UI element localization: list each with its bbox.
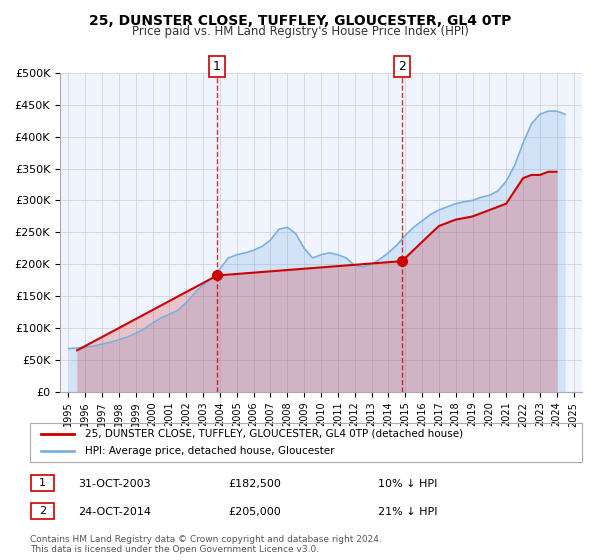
Text: 2: 2: [39, 506, 46, 516]
Text: Price paid vs. HM Land Registry's House Price Index (HPI): Price paid vs. HM Land Registry's House …: [131, 25, 469, 38]
Text: £205,000: £205,000: [228, 507, 281, 517]
Text: £182,500: £182,500: [228, 479, 281, 489]
Text: Contains HM Land Registry data © Crown copyright and database right 2024.
This d: Contains HM Land Registry data © Crown c…: [30, 535, 382, 554]
Text: 21% ↓ HPI: 21% ↓ HPI: [378, 507, 437, 517]
Text: 2: 2: [398, 60, 406, 73]
Text: 24-OCT-2014: 24-OCT-2014: [78, 507, 151, 517]
Text: 25, DUNSTER CLOSE, TUFFLEY, GLOUCESTER, GL4 0TP: 25, DUNSTER CLOSE, TUFFLEY, GLOUCESTER, …: [89, 14, 511, 28]
Text: 1: 1: [213, 60, 221, 73]
Text: 1: 1: [39, 478, 46, 488]
Text: 31-OCT-2003: 31-OCT-2003: [78, 479, 151, 489]
Text: 25, DUNSTER CLOSE, TUFFLEY, GLOUCESTER, GL4 0TP (detached house): 25, DUNSTER CLOSE, TUFFLEY, GLOUCESTER, …: [85, 429, 463, 439]
Text: 10% ↓ HPI: 10% ↓ HPI: [378, 479, 437, 489]
Text: HPI: Average price, detached house, Gloucester: HPI: Average price, detached house, Glou…: [85, 446, 335, 456]
